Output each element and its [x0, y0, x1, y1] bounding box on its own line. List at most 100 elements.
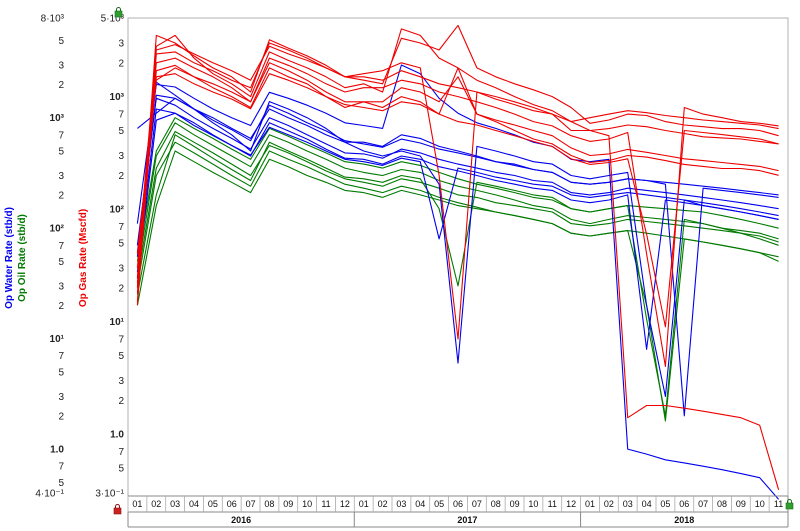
gas-tick-label: 3: [118, 263, 124, 274]
gas-tick-label: 10¹: [110, 317, 125, 328]
x-lock-icon[interactable]: [113, 504, 122, 515]
gas-rate-series: [136, 57, 779, 367]
left-tick-label: 7: [58, 351, 64, 362]
gas-tick-label: 5·10³: [101, 14, 125, 25]
gas-rate-series: [136, 73, 779, 328]
month-label: 08: [264, 499, 274, 509]
left-tick-label: 10²: [50, 224, 65, 235]
month-label: 01: [359, 499, 369, 509]
year-label: 2018: [674, 515, 694, 525]
gas-tick-label: 5: [118, 351, 124, 362]
month-label: 04: [642, 499, 652, 509]
year-label: 2016: [231, 515, 251, 525]
oil-rate-series: [136, 141, 779, 422]
water-rate-series: [136, 112, 779, 279]
gas-tick-label: 10²: [110, 205, 125, 216]
oil-rate-series: [136, 122, 779, 273]
month-label: 02: [151, 499, 161, 509]
gas-tick-label: 5: [118, 239, 124, 250]
gas-tick-label: 7: [118, 335, 124, 346]
axis-lock-icon[interactable]: [114, 7, 123, 18]
month-label: 05: [208, 499, 218, 509]
month-label: 04: [189, 499, 199, 509]
gas-rate-series: [136, 42, 780, 490]
left-tick-label: 2: [58, 301, 64, 312]
gas-axis-title: Op Gas Rate (Mscfd): [78, 209, 89, 307]
oil-rate-series: [136, 117, 779, 262]
month-label: 03: [623, 499, 633, 509]
left-tick-label: 3: [58, 281, 64, 292]
zoom-corner-icon[interactable]: [785, 499, 794, 510]
month-label: 09: [283, 499, 293, 509]
left-tick-label: 5: [58, 367, 64, 378]
water-axis-title: Op Water Rate (stb/d): [4, 207, 15, 309]
gas-axis-ticks: 5·10³ 3 2 10³ 7 5 3 2 10² 7 5 3 2 10¹ 7 5 3 2 1.0 7 5 3·10⁻¹: [95, 14, 124, 500]
gas-rate-series: [136, 24, 779, 302]
month-label: 10: [302, 499, 312, 509]
gas-tick-label: 3·10⁻¹: [95, 489, 124, 500]
month-label: 02: [378, 499, 388, 509]
left-tick-label: 3: [58, 392, 64, 403]
oil-rate-series: [136, 134, 779, 417]
month-label: 09: [510, 499, 520, 509]
gas-tick-label: 2: [118, 396, 124, 407]
oil-rate-series: [136, 130, 779, 279]
gas-tick-label: 5: [118, 464, 124, 475]
left-tick-label: 2: [58, 190, 64, 201]
gas-tick-label: 2: [118, 171, 124, 182]
month-label: 06: [227, 499, 237, 509]
year-label: 2017: [457, 515, 477, 525]
month-label: 06: [453, 499, 463, 509]
month-label: 03: [170, 499, 180, 509]
left-tick-label: 5: [58, 257, 64, 268]
left-tick-label: 2: [58, 411, 64, 422]
gas-tick-label: 3: [118, 376, 124, 387]
month-label: 01: [585, 499, 595, 509]
gas-tick-label: 7: [118, 110, 124, 121]
gas-rate-series: [136, 44, 779, 269]
month-label: 01: [132, 499, 142, 509]
water-rate-series: [136, 108, 779, 350]
month-label: 08: [491, 499, 501, 509]
left-tick-label: 10¹: [50, 334, 65, 345]
gas-tick-label: 7: [118, 447, 124, 458]
left-tick-label: 10³: [50, 113, 65, 124]
left-tick-label: 1.0: [50, 445, 64, 456]
oil-axis-title: Op Oil Rate (stb/d): [17, 214, 28, 302]
month-label: 03: [396, 499, 406, 509]
series-layer: [136, 24, 780, 500]
month-label: 12: [566, 499, 576, 509]
gas-tick-label: 10³: [110, 92, 125, 103]
x-axis: 01 02 03 04 05 06 07 08 09 10 11 12 01 02 03 04 05 06 07 08…: [127, 495, 789, 528]
water-rate-series: [136, 97, 779, 246]
left-tick-label: 7: [58, 462, 64, 473]
month-label: 11: [321, 499, 330, 509]
month-label: 11: [548, 499, 557, 509]
left-tick-label: 4·10⁻¹: [35, 489, 64, 500]
gas-tick-label: 3: [118, 38, 124, 49]
month-label: 07: [246, 499, 256, 509]
left-tick-label: 7: [58, 241, 64, 252]
gas-rate-series: [136, 64, 779, 293]
month-label: 05: [660, 499, 670, 509]
month-label: 07: [698, 499, 708, 509]
left-tick-label: 3: [58, 171, 64, 182]
month-label: 11: [774, 499, 783, 509]
month-label: 05: [434, 499, 444, 509]
gas-rate-series: [136, 62, 779, 254]
left-tick-label: 8·10³: [41, 14, 65, 25]
gas-tick-label: 1.0: [110, 430, 124, 441]
left-tick-label: 5: [58, 36, 64, 47]
month-label: 07: [472, 499, 482, 509]
water-rate-series: [136, 94, 779, 257]
gas-tick-label: 7: [118, 222, 124, 233]
left-tick-label: 5: [58, 146, 64, 157]
month-label: 10: [528, 499, 538, 509]
left-tick-label: 7: [58, 130, 64, 141]
gas-tick-label: 2: [118, 283, 124, 294]
left-tick-label: 2: [58, 80, 64, 91]
month-label: 09: [736, 499, 746, 509]
month-label: 04: [415, 499, 425, 509]
